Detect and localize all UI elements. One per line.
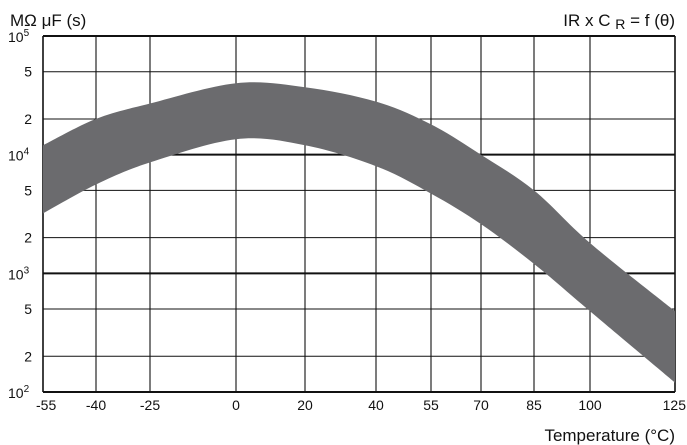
grid-lines — [42, 35, 676, 393]
x-tick-label: 40 — [368, 397, 384, 413]
y-minor-tick-label: 5 — [24, 301, 32, 317]
x-axis-label: Temperature (°C) — [544, 426, 675, 445]
y-major-tick-label: 105 — [8, 28, 30, 45]
ir-band-area — [43, 82, 675, 383]
x-tick-label: 100 — [578, 397, 602, 413]
x-tick-label: -55 — [36, 397, 56, 413]
x-tick-label: 125 — [663, 397, 687, 413]
y-minor-tick-label: 2 — [24, 348, 32, 364]
y-tick-labels: 102 103 104 105 2 5 2 5 2 5 — [8, 28, 32, 401]
y-major-tick-label: 103 — [8, 265, 30, 282]
y-minor-tick-label: 2 — [24, 230, 32, 246]
y-major-tick-label: 104 — [8, 147, 30, 164]
x-tick-label: 0 — [232, 397, 240, 413]
x-tick-label: 20 — [297, 397, 313, 413]
y-axis-label: MΩ μF (s) — [10, 11, 86, 30]
y-minor-tick-label: 2 — [24, 111, 32, 127]
y-minor-tick-label: 5 — [24, 64, 32, 80]
y-minor-tick-label: 5 — [24, 182, 32, 198]
x-tick-label: -40 — [86, 397, 106, 413]
x-tick-label: 85 — [526, 397, 542, 413]
chart-formula: IR x C R = f (θ) — [563, 11, 675, 33]
x-tick-label: -25 — [140, 397, 160, 413]
y-major-tick-label: 102 — [8, 384, 30, 401]
x-tick-labels: -55 -40 -25 0 20 40 55 70 85 100 125 — [36, 397, 686, 413]
x-tick-label: 70 — [473, 397, 489, 413]
x-tick-label: 55 — [423, 397, 439, 413]
